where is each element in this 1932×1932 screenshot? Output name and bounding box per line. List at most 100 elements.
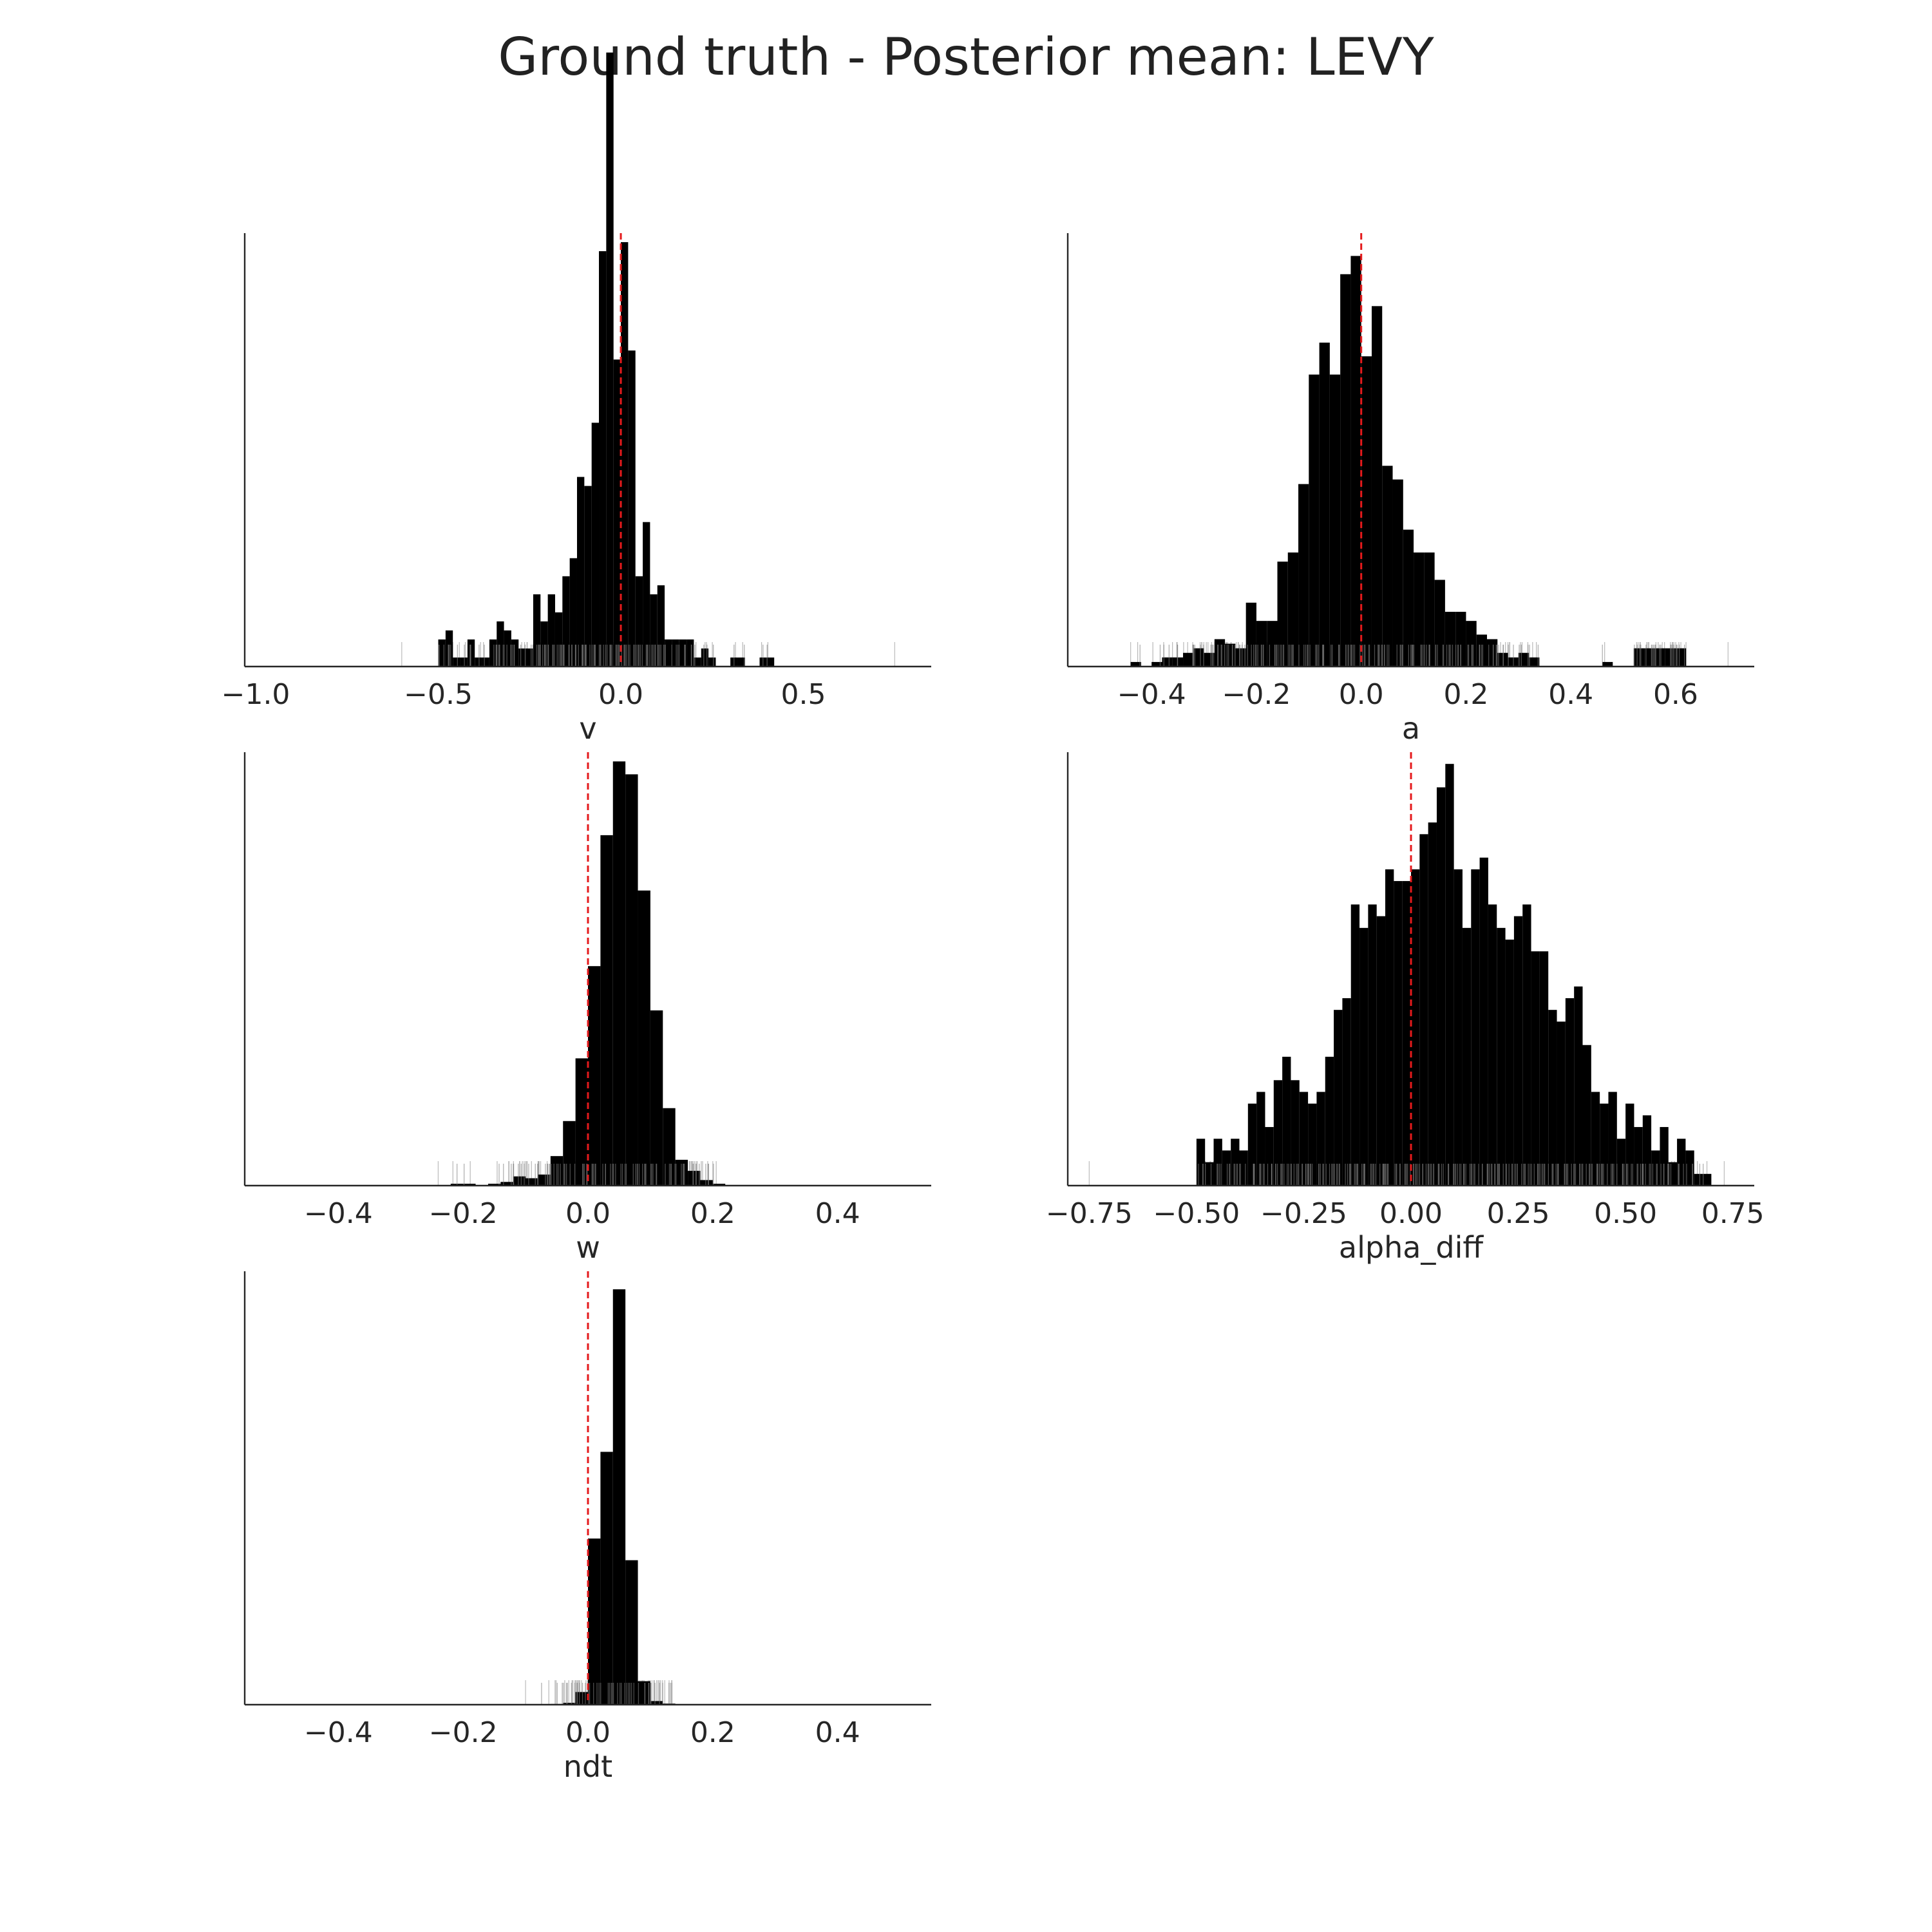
histogram-bar	[1235, 648, 1246, 667]
x-tick-label: −0.75	[1046, 1197, 1133, 1230]
histogram-bar	[638, 890, 650, 1186]
histogram-bar	[625, 1560, 638, 1705]
histogram-bar	[1368, 904, 1377, 1186]
histogram-bar	[650, 1701, 663, 1705]
histogram-bar	[1225, 643, 1236, 667]
histogram-bar	[688, 1171, 701, 1186]
histogram-bar	[1505, 940, 1514, 1186]
histogram-bar	[1162, 657, 1173, 667]
histogram-bar	[694, 657, 701, 667]
x-tick-label: −0.4	[304, 1197, 373, 1230]
histogram-bar	[665, 639, 672, 667]
histogram-bar	[1239, 1150, 1248, 1186]
x-tick-label: 0.2	[690, 1716, 735, 1749]
histogram-bar	[708, 657, 716, 667]
histogram-bar	[1651, 1150, 1660, 1186]
histogram-bar	[1342, 998, 1351, 1186]
histogram-bar	[1529, 657, 1540, 667]
x-tick-label: 0.0	[565, 1716, 611, 1749]
histogram-bar	[1675, 648, 1687, 667]
subplot-ndt: −0.4 −0.2 0.0 0.2 0.4 ndt	[243, 1271, 931, 1784]
histogram-bar	[737, 657, 745, 667]
bars-alpha-diff	[1196, 764, 1712, 1186]
histogram-bar	[1282, 1056, 1291, 1186]
subplot-alpha-diff: −0.75 −0.50 −0.25 0.00 0.25 0.50 0.75 alpha_dif…	[1046, 752, 1765, 1265]
x-axis-label-w: w	[576, 1230, 600, 1265]
histogram-bar	[643, 522, 650, 667]
histogram-bar	[1340, 274, 1351, 667]
x-tick-label: −0.25	[1260, 1197, 1347, 1230]
histogram-bar	[482, 657, 489, 667]
histogram-bar	[1214, 639, 1226, 667]
histogram-bar	[497, 621, 504, 667]
histogram-bar	[1361, 356, 1372, 667]
histogram-bar	[1392, 479, 1403, 667]
histogram-bar	[1316, 1092, 1325, 1186]
histogram-bar	[712, 1184, 726, 1186]
histogram-bar	[575, 1058, 588, 1186]
histogram-bar	[1633, 648, 1645, 667]
bars-w	[450, 761, 726, 1186]
histogram-bar	[1486, 639, 1498, 667]
histogram-bar	[563, 1703, 576, 1705]
histogram-bar	[1565, 998, 1575, 1186]
histogram-bar	[1424, 552, 1435, 667]
histogram-bar	[547, 594, 555, 667]
histogram-bar	[488, 1184, 501, 1186]
subplot-w: −0.4 −0.2 0.0 0.2 0.4 w	[243, 752, 931, 1265]
histogram-bar	[701, 648, 709, 667]
histogram-bar	[1479, 857, 1488, 1186]
histogram-bar	[1668, 1162, 1678, 1186]
histogram-bar	[1522, 904, 1531, 1186]
histogram-bar	[1436, 787, 1446, 1186]
histogram-bar	[1531, 951, 1540, 1186]
histogram-bar	[576, 477, 585, 667]
histogram-bar	[1299, 1092, 1309, 1186]
histogram-bar	[1376, 916, 1386, 1186]
histogram-bar	[1414, 552, 1425, 667]
histogram-bar	[1454, 869, 1463, 1186]
histogram-bar	[1574, 986, 1583, 1186]
histogram-bar	[650, 1010, 663, 1186]
x-tick-label: 0.2	[1443, 678, 1488, 711]
histogram-bar	[1445, 764, 1454, 1186]
histogram-bar	[1402, 881, 1411, 1186]
histogram-bar	[1471, 869, 1480, 1186]
x-axis-label-a: a	[1402, 711, 1420, 746]
x-tick-label: 0.00	[1379, 1197, 1443, 1230]
histogram-bar	[1411, 869, 1420, 1186]
histogram-bar	[513, 1176, 526, 1186]
histogram-bar	[650, 594, 658, 667]
histogram-bar	[638, 1681, 650, 1705]
x-tick-label: −0.4	[1117, 678, 1186, 711]
histogram-bar	[533, 594, 541, 667]
histogram-bar	[1298, 484, 1309, 667]
histogram-bar	[438, 639, 446, 667]
rug-overlay-v	[438, 645, 768, 667]
histogram-bar	[1350, 904, 1360, 1186]
rug-overlay-w	[457, 1164, 714, 1186]
histogram-bar	[657, 585, 665, 667]
histogram-bar	[1334, 1010, 1343, 1186]
bars-v	[438, 52, 775, 667]
histogram-bar	[1382, 466, 1393, 667]
histogram-bar	[1193, 648, 1204, 667]
histogram-bar	[1256, 621, 1267, 667]
histogram-bar	[1582, 1045, 1591, 1186]
histogram-bar	[1660, 1127, 1669, 1186]
x-tick-label: 0.75	[1701, 1197, 1765, 1230]
histogram-bar	[625, 774, 638, 1186]
histogram-bar	[1309, 374, 1320, 667]
histogram-bar	[554, 612, 563, 667]
histogram-bar	[635, 576, 643, 667]
histogram-bar	[606, 52, 614, 667]
histogram-bar	[1548, 1010, 1557, 1186]
histogram-bar	[687, 639, 694, 667]
x-tick-label: 0.4	[815, 1197, 860, 1230]
histogram-bar	[1539, 951, 1549, 1186]
histogram-bar	[1273, 1080, 1283, 1186]
histogram-bar	[1642, 1115, 1652, 1186]
histogram-bar	[467, 639, 475, 667]
x-tick-label: 0.0	[565, 1197, 611, 1230]
histogram-bar	[569, 558, 577, 667]
